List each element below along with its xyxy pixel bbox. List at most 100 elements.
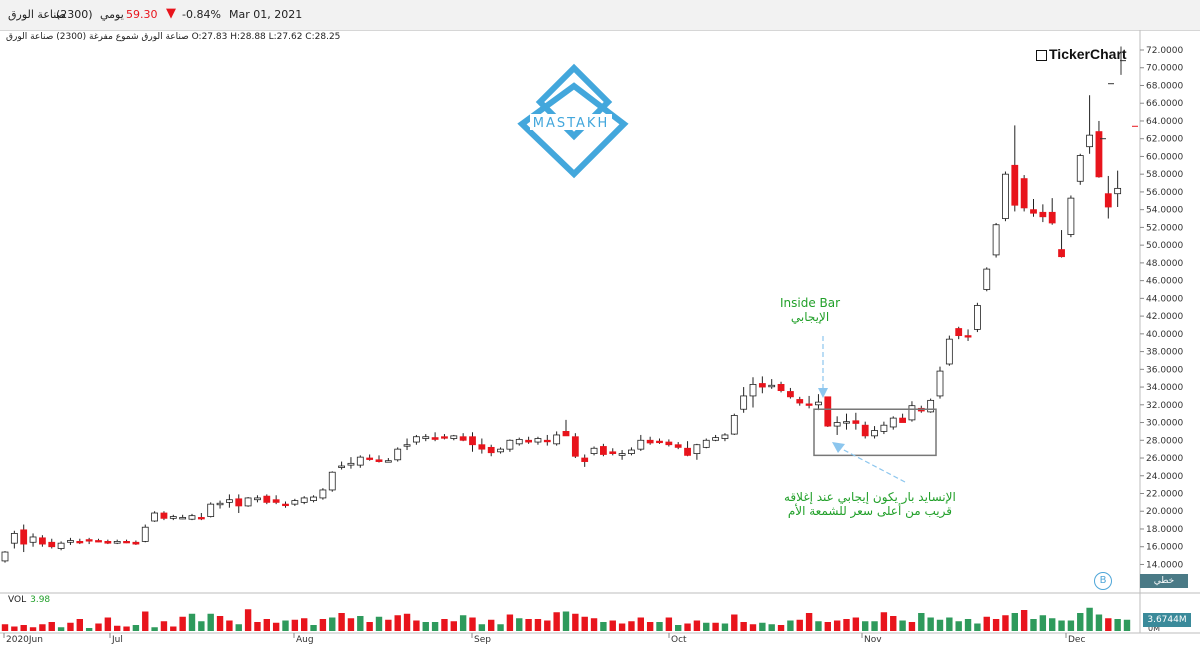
- candle: [394, 447, 402, 462]
- volume-bar: [506, 614, 514, 631]
- volume-bar: [431, 622, 439, 631]
- candle-body: [787, 391, 794, 398]
- candle: [861, 421, 869, 439]
- candle-body: [10, 533, 18, 544]
- candle-body: [908, 405, 916, 421]
- arrow-diag-head: [832, 442, 845, 453]
- candle: [375, 455, 383, 463]
- volume-bar: [983, 616, 990, 631]
- volume-bar: [646, 622, 654, 631]
- y-tick-label: 38.0000: [1146, 348, 1183, 358]
- volume-value: 3.98: [30, 595, 51, 605]
- candle-body: [328, 471, 336, 491]
- candle: [160, 511, 168, 521]
- b-marker-icon[interactable]: B: [1094, 572, 1112, 590]
- period-label[interactable]: يومي: [100, 8, 124, 21]
- volume-bar: [244, 609, 252, 631]
- candle: [197, 513, 205, 521]
- candle: [216, 500, 224, 509]
- candle-body: [590, 447, 598, 454]
- y-tick-label: 42.0000: [1146, 312, 1183, 322]
- candle-body: [85, 539, 93, 542]
- candle-body: [384, 460, 392, 463]
- candle-body: [646, 439, 654, 444]
- volume-bar: [170, 626, 177, 631]
- price-chart[interactable]: 72.0000 70.0000 68.0000 66.0000 64.0000 62.00…: [0, 30, 1200, 645]
- candle-body: [20, 529, 28, 545]
- volume-bar: [394, 615, 401, 631]
- volume-bar: [852, 617, 860, 631]
- volume-bar: [824, 622, 831, 631]
- candle-body: [123, 540, 130, 544]
- volume-bar: [104, 617, 112, 631]
- volume-bar: [562, 611, 570, 631]
- y-tick-label: 26.0000: [1146, 454, 1183, 464]
- price-label: 59.30: [126, 8, 158, 21]
- candle-body: [665, 441, 673, 446]
- candle-body: [889, 417, 897, 428]
- candle-body: [749, 383, 757, 397]
- volume-bar: [890, 616, 897, 631]
- candle-body: [1067, 197, 1075, 235]
- candle-body: [758, 383, 766, 388]
- candle-body: [29, 536, 37, 543]
- candle: [469, 432, 476, 452]
- inside-bar-box: [813, 408, 937, 457]
- volume-bar: [843, 619, 850, 631]
- y-tick-label: 14.0000: [1146, 560, 1183, 570]
- candle-body: [515, 438, 523, 445]
- scale-mode-button[interactable]: خطي: [1140, 574, 1188, 588]
- y-tick-label: 40.0000: [1146, 330, 1183, 340]
- candle-body: [1, 551, 9, 562]
- candle: [656, 438, 663, 444]
- candle-body: [282, 503, 289, 507]
- y-tick-label: 36.0000: [1146, 365, 1183, 375]
- candle: [282, 501, 289, 508]
- candle: [880, 421, 888, 435]
- candle-body: [534, 438, 542, 443]
- symbol-name[interactable]: صناعة الورق: [8, 8, 66, 21]
- arrow-down-head: [818, 388, 828, 398]
- candle: [908, 401, 916, 422]
- candle-body: [871, 430, 878, 437]
- candle-body: [179, 517, 187, 520]
- candle: [562, 419, 570, 437]
- candle-body: [1086, 134, 1093, 148]
- candle: [815, 394, 822, 411]
- candle: [637, 434, 645, 451]
- volume-bar: [151, 627, 158, 631]
- volume-bar: [787, 620, 794, 631]
- candle: [169, 514, 177, 521]
- candle-body: [702, 439, 710, 448]
- candle-body: [1048, 211, 1056, 224]
- volume-bar: [1123, 619, 1131, 631]
- candle: [693, 443, 701, 460]
- volume-bar: [235, 624, 242, 631]
- candle-body: [469, 436, 476, 446]
- volume-bar: [142, 611, 149, 631]
- candle-body: [740, 395, 748, 410]
- candle: [188, 513, 196, 521]
- volume-bar: [740, 622, 747, 631]
- candle: [506, 439, 514, 452]
- candle-body: [141, 526, 149, 542]
- candle: [225, 494, 233, 508]
- candle-body: [57, 542, 65, 549]
- candle: [749, 377, 757, 408]
- candle: [964, 329, 972, 341]
- symbol-code[interactable]: (2300): [56, 8, 93, 21]
- candle-body: [796, 399, 804, 404]
- candle: [646, 436, 654, 445]
- volume-bar: [1077, 613, 1084, 631]
- candle: [945, 335, 953, 366]
- volume-bar: [478, 624, 486, 631]
- candle: [927, 398, 935, 413]
- candle: [1114, 170, 1122, 207]
- y-tick-label: 20.0000: [1146, 507, 1183, 517]
- candle: [581, 454, 589, 467]
- candle-body: [132, 541, 140, 545]
- candle-body: [1095, 131, 1103, 178]
- volume-bar: [57, 627, 65, 631]
- candle-body: [674, 444, 682, 448]
- volume-bar: [48, 622, 55, 631]
